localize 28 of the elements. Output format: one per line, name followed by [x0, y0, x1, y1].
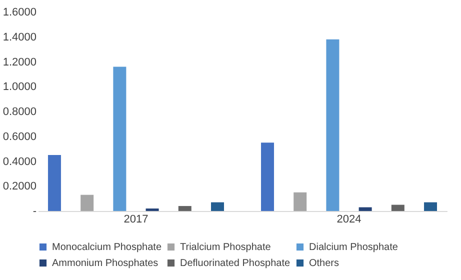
- bar: [80, 194, 94, 211]
- bar: [294, 192, 307, 211]
- legend-label: Others: [309, 258, 340, 269]
- bar: [48, 155, 61, 211]
- bar: [210, 202, 224, 211]
- y-tick-label: 1.4000: [2, 31, 36, 44]
- y-tick-label: 0.2000: [2, 180, 36, 193]
- bar: [326, 39, 340, 211]
- bar: [358, 207, 372, 211]
- legend-label: Monocalcium Phosphate: [52, 242, 162, 253]
- y-tick-label: 0.8000: [2, 106, 36, 118]
- x-tick-label: 2024: [336, 214, 362, 226]
- y-tick-label: 1.0000: [2, 81, 36, 94]
- y-tick-label: -: [32, 206, 37, 218]
- legend-label: Trialcium Phosphate: [180, 242, 272, 253]
- legend-label: Dialcium Phosphate: [309, 242, 398, 253]
- y-tick-label: 0.6000: [2, 130, 36, 143]
- legend-label: Defluorinated Phosphate: [180, 258, 291, 269]
- bar: [391, 204, 404, 211]
- y-tick-label: 1.2000: [2, 56, 36, 68]
- bar: [113, 66, 126, 211]
- x-tick-label: 2017: [124, 214, 148, 226]
- bar: [178, 206, 192, 211]
- legend-label: Ammonium Phosphates: [52, 258, 158, 269]
- bar: [261, 142, 274, 211]
- bar: [424, 202, 438, 211]
- y-tick-label: 1.6000: [2, 6, 36, 18]
- y-tick-label: 0.4000: [2, 156, 36, 168]
